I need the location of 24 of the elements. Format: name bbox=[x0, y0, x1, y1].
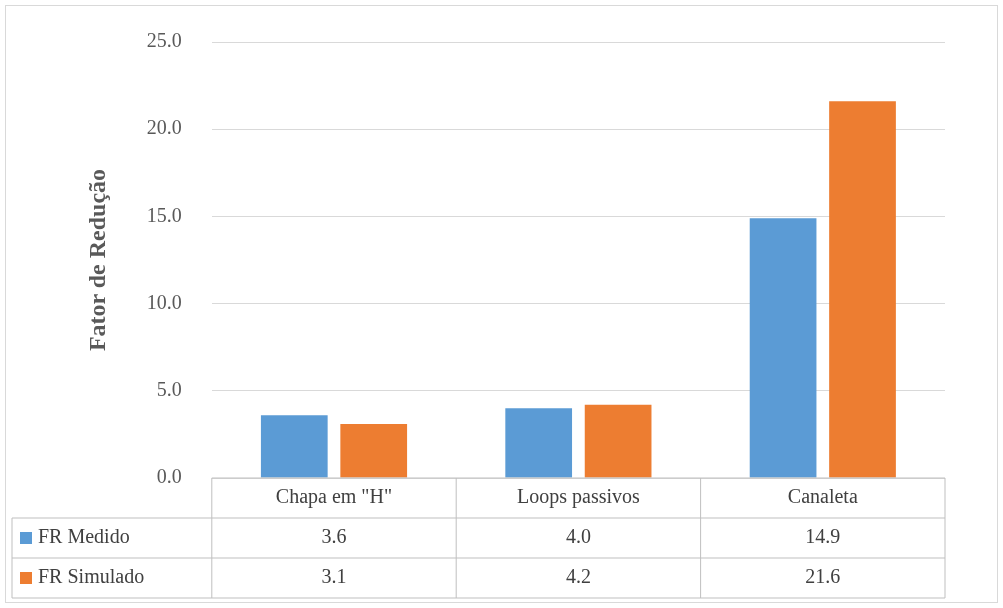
legend-label: FR Simulado bbox=[38, 565, 145, 588]
bar bbox=[505, 408, 573, 478]
data-label: 14.9 bbox=[805, 525, 841, 548]
x-tick-label: Canaleta bbox=[787, 485, 858, 508]
y-tick-label: 0.0 bbox=[156, 465, 182, 488]
legend-label: FR Medido bbox=[38, 525, 130, 548]
data-label: 3.1 bbox=[321, 565, 347, 588]
y-tick-label: 10.0 bbox=[146, 290, 182, 313]
y-axis-title: Fator de Redução bbox=[83, 168, 110, 352]
bar bbox=[260, 415, 328, 478]
bar bbox=[829, 101, 896, 478]
data-label: 3.6 bbox=[321, 525, 347, 548]
data-label: 4.0 bbox=[565, 525, 591, 548]
y-tick-label: 25.0 bbox=[146, 29, 182, 52]
y-tick-label: 20.0 bbox=[146, 116, 182, 139]
bar bbox=[340, 423, 408, 478]
data-label: 4.2 bbox=[565, 565, 591, 588]
y-tick-label: 5.0 bbox=[156, 378, 182, 401]
data-label: 21.6 bbox=[805, 565, 841, 588]
x-tick-label: Loops passivos bbox=[517, 485, 640, 509]
bar bbox=[584, 404, 652, 478]
y-tick-label: 15.0 bbox=[146, 203, 182, 226]
bar bbox=[749, 218, 817, 478]
x-tick-label: Chapa em "H" bbox=[275, 485, 393, 509]
